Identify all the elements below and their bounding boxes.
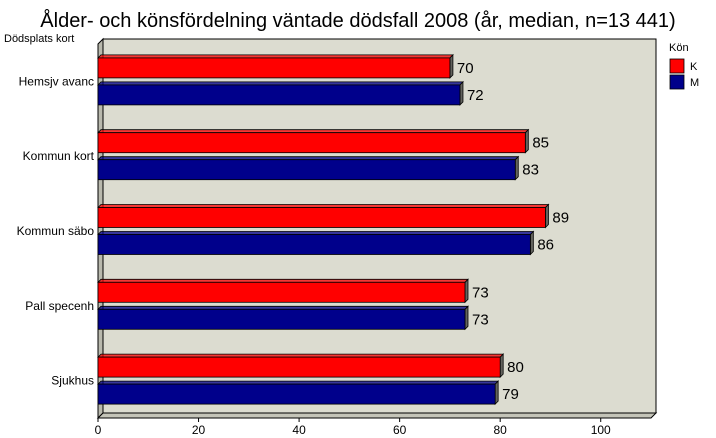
bar-front <box>97 281 466 303</box>
bar-front <box>97 308 466 330</box>
bar-K <box>97 278 469 304</box>
bar-front <box>97 383 496 405</box>
legend-title: Kön <box>669 42 689 54</box>
plot-floor <box>96 412 658 419</box>
bar-top <box>97 278 469 283</box>
bar-M <box>97 305 469 331</box>
bar-side <box>514 155 519 181</box>
x-tick-label: 0 <box>95 423 102 437</box>
bar-top <box>97 129 530 134</box>
bar-side <box>449 53 454 79</box>
bar-front <box>97 356 501 378</box>
data-label: 85 <box>532 135 549 152</box>
bar-top <box>97 54 454 59</box>
bar-K <box>97 53 454 79</box>
legend-swatch-M <box>669 74 685 90</box>
bar-top <box>97 380 500 385</box>
bar-side <box>524 128 529 154</box>
x-tick-label: 40 <box>292 423 306 437</box>
y-axis-title: Dödsplats kort <box>4 33 74 45</box>
data-label: 73 <box>472 284 489 301</box>
bar-front <box>97 57 451 79</box>
chart-title: Ålder- och könsfördelning väntade dödsfa… <box>40 9 675 32</box>
bar-front <box>97 234 531 255</box>
x-tick-label: 60 <box>393 423 407 437</box>
bar-side <box>464 278 469 304</box>
data-label: 70 <box>457 60 474 77</box>
data-label: 89 <box>552 210 569 227</box>
bar-top <box>97 231 535 235</box>
bar-top <box>97 81 464 86</box>
data-label: 79 <box>502 386 519 403</box>
category-label: Kommun säbo <box>17 224 95 238</box>
bar-top <box>97 305 469 310</box>
bar-top <box>97 156 520 161</box>
data-label: 72 <box>467 87 484 104</box>
category-label: Pall specenh <box>25 299 94 313</box>
bar-top <box>97 204 550 208</box>
legend-swatch-K <box>669 58 685 74</box>
bar-front <box>97 159 516 181</box>
category-label: Hemsjv avanc <box>19 74 94 88</box>
legend-label-M: M <box>690 77 699 89</box>
bar-front <box>97 132 526 154</box>
legend: Kön KM <box>669 42 699 90</box>
data-label: 83 <box>522 162 539 179</box>
legend-label-K: K <box>690 61 698 73</box>
bar-M <box>97 380 500 406</box>
data-label: 86 <box>537 237 554 254</box>
bar-M <box>97 80 464 106</box>
bar-side <box>494 380 499 406</box>
x-tick-label: 80 <box>494 423 508 437</box>
bar-front <box>97 84 461 106</box>
data-label: 73 <box>472 311 489 328</box>
bar-side <box>459 80 464 106</box>
bar-front <box>97 207 546 228</box>
data-label: 80 <box>507 359 524 376</box>
bar-top <box>97 353 505 358</box>
bar-M <box>97 155 520 181</box>
bar-K <box>97 128 530 154</box>
bar-K <box>97 203 550 229</box>
bar-side <box>529 230 534 256</box>
x-tick-label: 20 <box>192 423 206 437</box>
x-tick-label: 100 <box>591 423 611 437</box>
bar-side <box>464 305 469 331</box>
bar-side <box>499 353 504 379</box>
category-label: Sjukhus <box>51 374 94 388</box>
bar-side <box>545 203 549 229</box>
bar-M <box>97 230 535 256</box>
bar-K <box>97 353 505 379</box>
category-label: Kommun kort <box>23 149 95 163</box>
